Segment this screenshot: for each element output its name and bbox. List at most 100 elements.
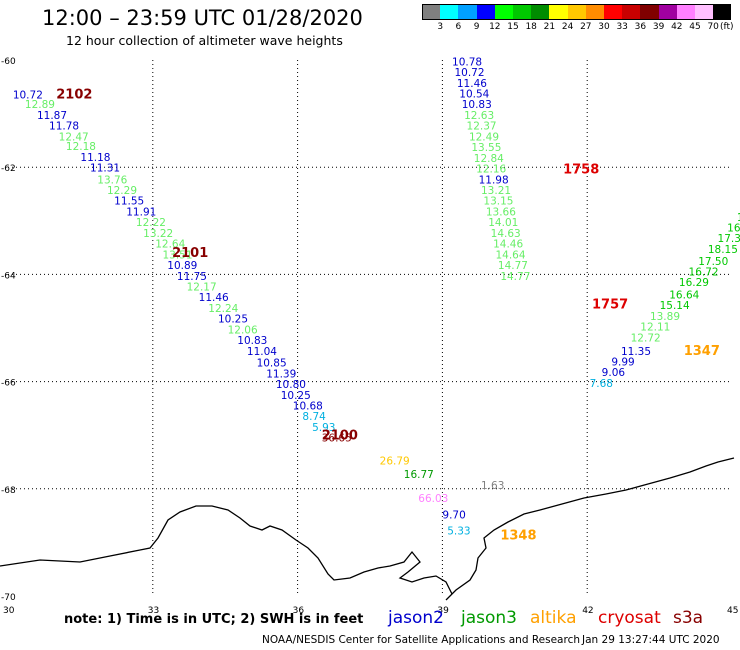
wave-height-value: 12.16 xyxy=(476,164,506,176)
color-scale-tick: 18 xyxy=(525,22,537,32)
wave-height-value: 14.64 xyxy=(495,249,525,261)
latitude-tick-label: -70 xyxy=(1,593,16,603)
latitude-tick-label: -64 xyxy=(1,271,16,281)
wave-height-value: 5.33 xyxy=(447,525,470,537)
credit-line: NOAA/NESDIS Center for Satellite Applica… xyxy=(262,634,580,646)
wave-height-value: 11.78 xyxy=(49,121,79,133)
legend-altika: altika xyxy=(530,608,577,628)
wave-height-value: 17.39 xyxy=(718,233,740,245)
color-swatch xyxy=(640,4,659,20)
pass-time-label: 2100 xyxy=(322,428,358,443)
longitude-tick-label: 42 xyxy=(582,606,593,616)
pass-time-label: 1347 xyxy=(684,344,720,359)
wave-height-value: 66.03 xyxy=(418,493,448,505)
wave-height-value: 10.72 xyxy=(13,90,43,102)
color-swatch xyxy=(658,4,677,20)
wave-height-value: 11.35 xyxy=(621,346,651,358)
wave-height-value: 13.89 xyxy=(650,311,680,323)
wave-height-value: 16.29 xyxy=(679,277,709,289)
wave-height-value: 10.54 xyxy=(459,89,489,101)
wave-height-value: 11.98 xyxy=(479,174,509,186)
color-scale-tick: 21 xyxy=(543,22,556,32)
graticule-grid xyxy=(8,60,732,596)
wave-height-value: 10.25 xyxy=(218,314,248,326)
color-swatch xyxy=(567,4,586,20)
wave-height-value: 12.29 xyxy=(107,185,137,197)
wave-height-value: 1.63 xyxy=(481,480,504,492)
wave-height-value: 12.06 xyxy=(228,324,258,336)
legend-s3a: s3a xyxy=(673,608,704,628)
latitude-tick-label: -62 xyxy=(1,164,16,174)
wave-height-value: 11.04 xyxy=(247,346,277,358)
wave-height-value: 12.17 xyxy=(187,281,217,293)
wave-height-value: 13.51 xyxy=(162,249,192,261)
antarctica-coastline xyxy=(0,457,735,601)
wave-height-value: 11.55 xyxy=(114,196,144,208)
color-scale-tick: 6 xyxy=(455,22,462,32)
wave-height-value: 14.01 xyxy=(488,217,518,229)
wave-height-value: 9.70 xyxy=(442,509,465,521)
wave-height-value: 15.14 xyxy=(660,300,690,312)
pass-time-label: 1757 xyxy=(592,298,628,313)
wave-height-value: 11.46 xyxy=(199,292,229,304)
color-scale-tick: 39 xyxy=(652,22,665,32)
wave-height-value: 5.93 xyxy=(312,422,335,434)
wave-height-value: 18.15 xyxy=(708,244,738,256)
legend-jason2: jason2 xyxy=(388,608,444,628)
footnote: note: 1) Time is in UTC; 2) SWH is in fe… xyxy=(64,612,364,627)
longitude-axis: 30 33 36 39 42 45 xyxy=(3,606,738,616)
altimeter-tracks: 10.7212.8911.8711.7812.4712.1811.1811.31… xyxy=(13,56,740,537)
color-swatch xyxy=(458,4,477,20)
legend-jason3: jason3 xyxy=(461,608,517,628)
wave-height-value: 7.68 xyxy=(590,378,613,390)
wave-height-value: 10.78 xyxy=(452,56,482,68)
wave-height-value: 16.72 xyxy=(689,266,719,278)
wave-height-value: 14.46 xyxy=(493,239,523,251)
wave-height-value: 12.89 xyxy=(25,99,55,111)
wave-height-value: 11.91 xyxy=(126,206,156,218)
color-scale-tick: 3 xyxy=(437,22,444,32)
wave-height-value: 12.47 xyxy=(59,131,89,143)
color-scale-frame xyxy=(422,4,732,20)
wave-height-value: 16.2 xyxy=(727,223,740,235)
longitude-tick-label: 33 xyxy=(148,606,159,616)
wave-height-value: 12.22 xyxy=(136,217,166,229)
wave-height-value: 16.77 xyxy=(404,469,434,481)
color-scale-tick: 30 xyxy=(598,22,610,32)
longitude-tick-label: 45 xyxy=(727,606,738,616)
color-swatch xyxy=(440,4,459,20)
wave-height-value: 12.64 xyxy=(155,239,185,251)
color-swatch xyxy=(531,4,550,20)
color-swatch xyxy=(476,4,495,20)
pass-time-label: 2102 xyxy=(56,88,92,103)
color-scale-tick: 12 xyxy=(489,22,501,32)
color-scale-tick: 27 xyxy=(580,22,592,32)
color-swatch xyxy=(422,4,441,20)
wave-height-value: 13.21 xyxy=(481,185,511,197)
latitude-tick-label: -60 xyxy=(1,57,16,67)
wave-height-value: 11.87 xyxy=(37,110,67,122)
latitude-tick-label: -66 xyxy=(1,379,16,389)
color-swatch xyxy=(585,4,604,20)
color-scale-tick: 15 xyxy=(507,22,519,32)
longitude-tick-label: 36 xyxy=(293,606,305,616)
wave-height-value: 10.83 xyxy=(462,99,492,111)
legend-cryosat: cryosat xyxy=(598,608,661,628)
wave-height-value: 11.39 xyxy=(266,368,296,380)
color-swatch xyxy=(622,4,641,20)
wave-height-value: 12.49 xyxy=(469,131,499,143)
wave-height-value: 12.18 xyxy=(66,141,96,153)
wave-height-value: 12.37 xyxy=(467,121,497,133)
pass-time-label: 2101 xyxy=(172,246,208,261)
pass-time-label: 1348 xyxy=(500,529,536,544)
wave-height-value: 14.63 xyxy=(491,228,521,240)
color-scale-tick: 45 xyxy=(689,22,701,32)
color-swatch xyxy=(549,4,568,20)
wave-height-value: 12.24 xyxy=(208,303,238,315)
color-scale-tick: 33 xyxy=(616,22,628,32)
color-scale-tick: 9 xyxy=(473,22,480,32)
wave-height-value: 13.22 xyxy=(143,228,173,240)
color-scale-tick: 24 xyxy=(561,22,574,32)
pass-time-labels: 2102 2101 2100 1758 1757 1347 1348 xyxy=(56,88,720,544)
